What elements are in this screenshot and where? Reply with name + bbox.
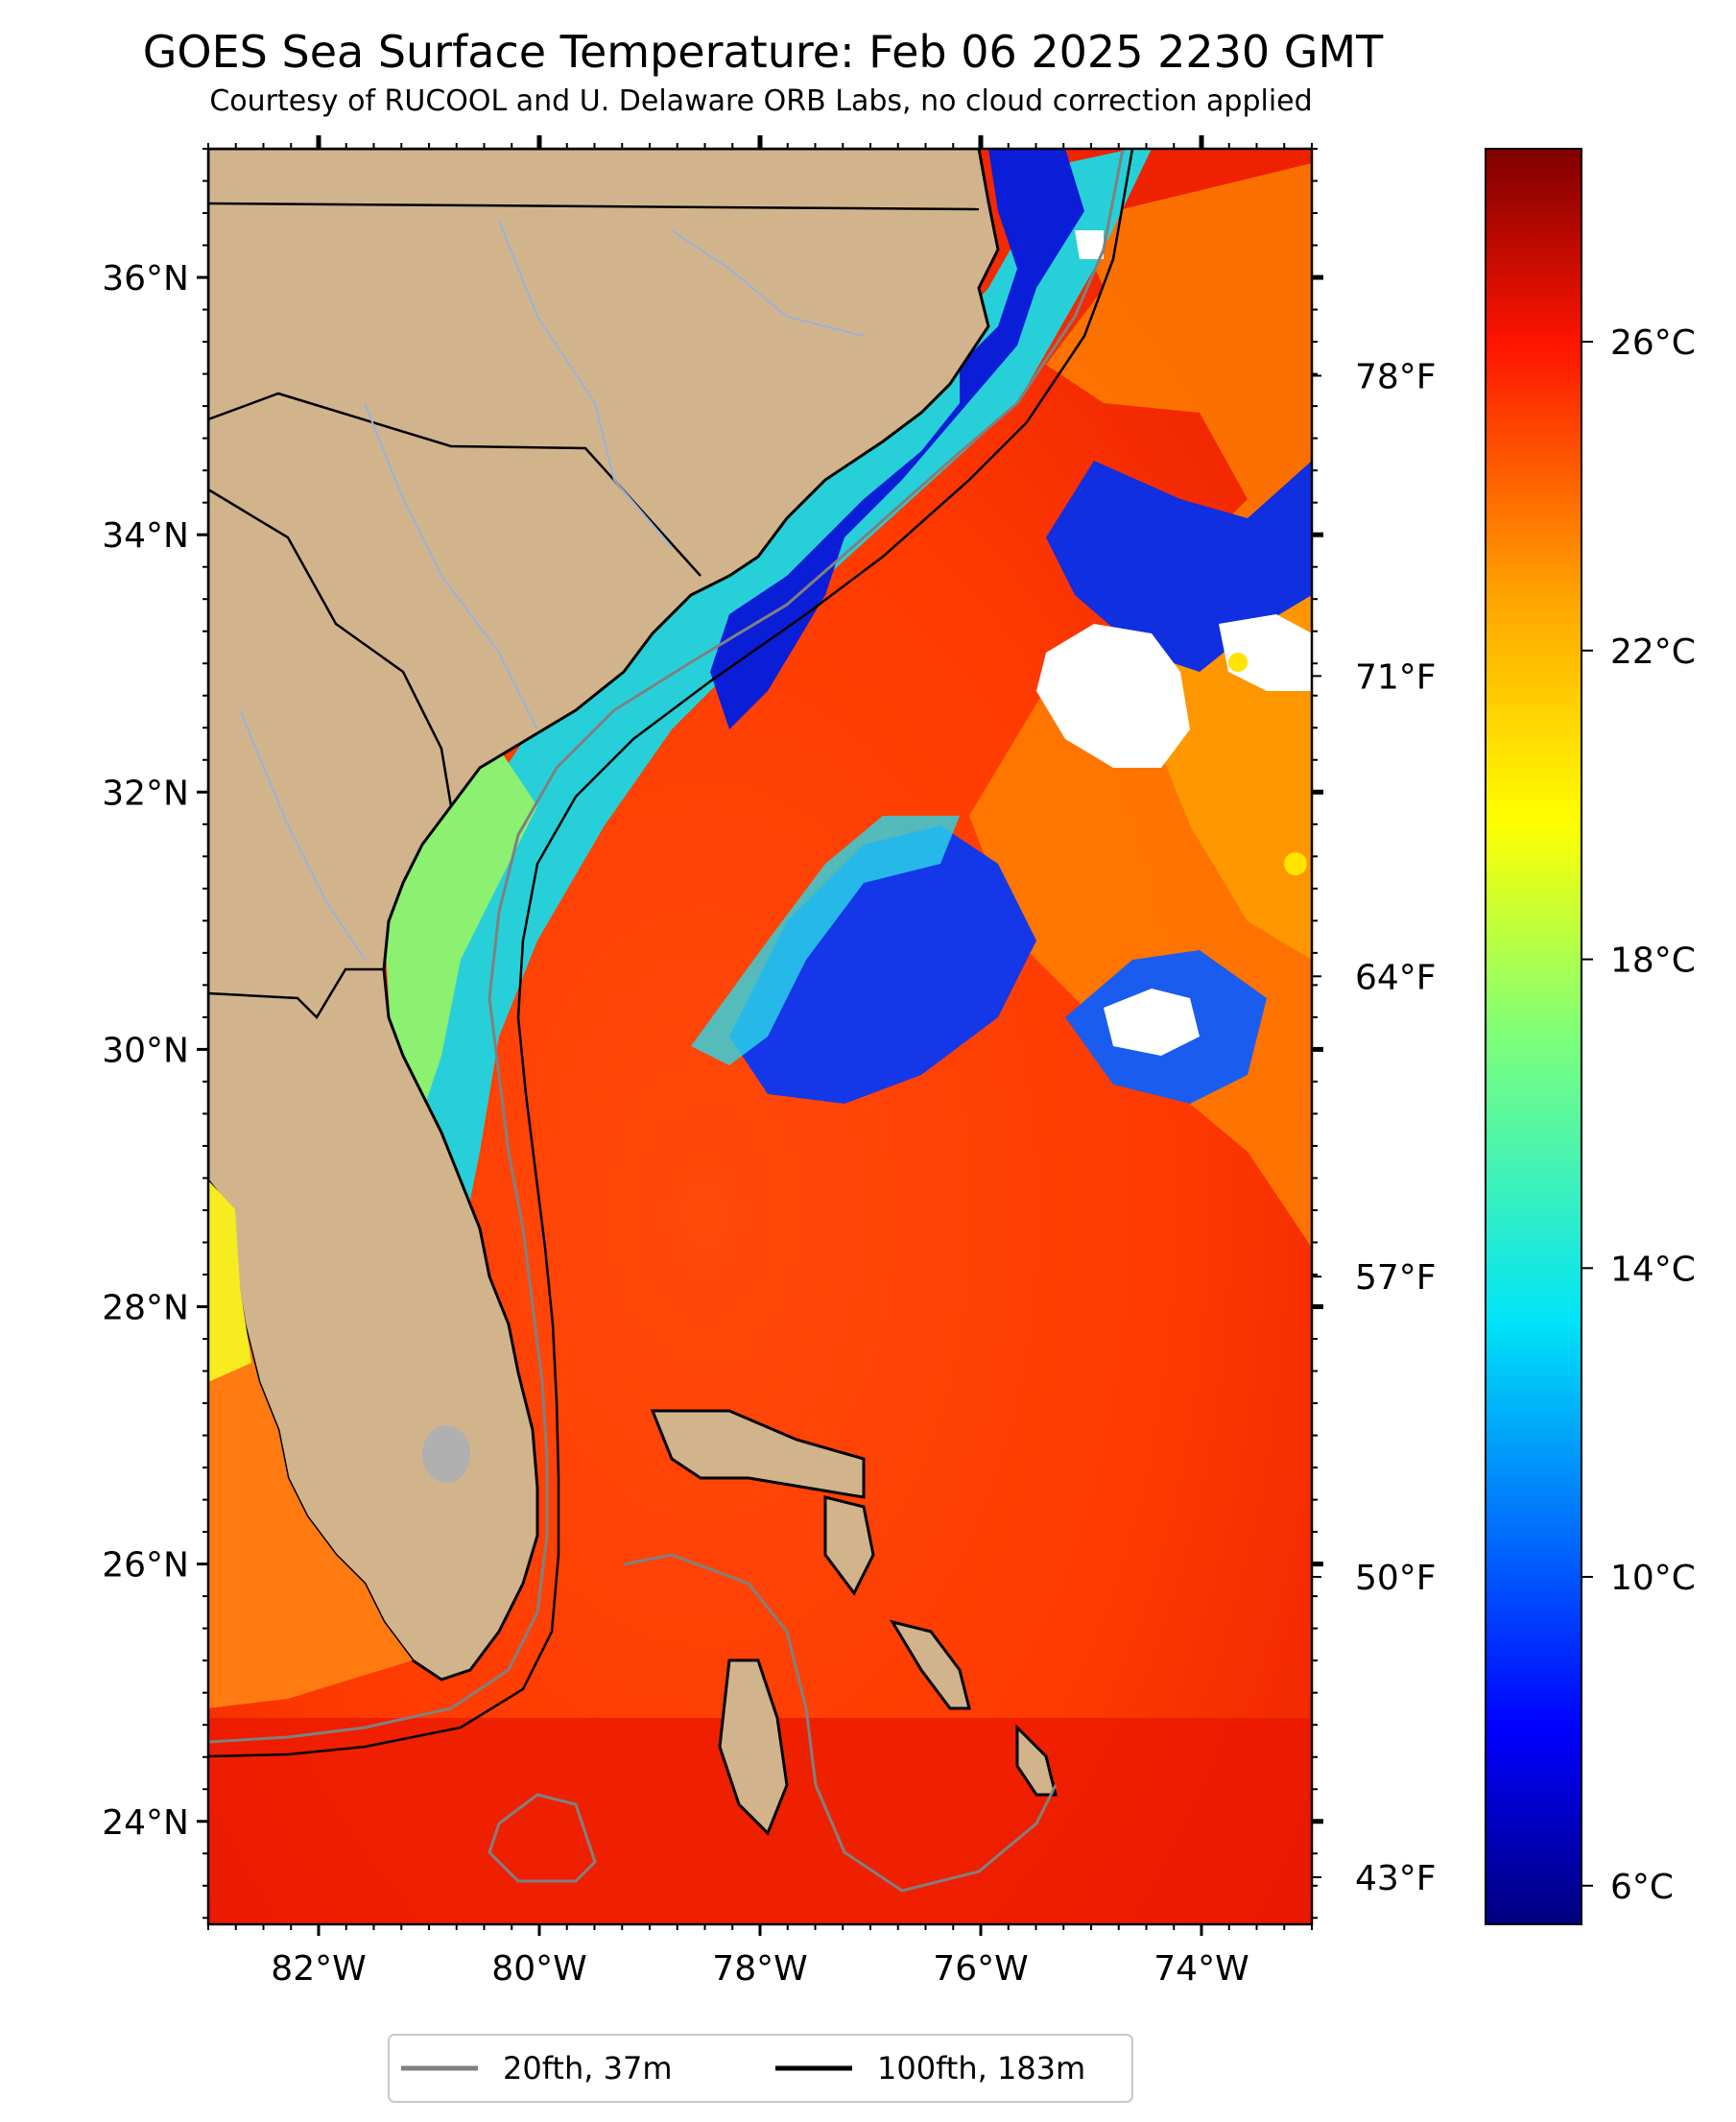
cloud-mask-3 <box>1104 989 1200 1056</box>
lon-tick-label: 76°W <box>933 1949 1028 1989</box>
fahrenheit-tick-label: 43°F <box>1355 1859 1437 1898</box>
lon-tick-label: 74°W <box>1153 1949 1248 1989</box>
legend-label-100fth: 100fth, 183m <box>877 2050 1085 2086</box>
lat-tick-label: 32°N <box>102 774 189 813</box>
legend: 20fth, 37m 100fth, 183m <box>388 2034 1133 2103</box>
fahrenheit-tick-label: 64°F <box>1355 958 1437 997</box>
lat-tick-label: 26°N <box>102 1546 189 1586</box>
land-bahamas-exuma <box>1015 1724 1058 1797</box>
cloud-mask-4 <box>1075 230 1104 259</box>
gulf-yellow-patch <box>208 1180 251 1382</box>
warm-spot <box>1284 852 1307 875</box>
colorbar-tick-label: 22°C <box>1610 632 1696 672</box>
river <box>239 709 366 961</box>
lat-tick-label: 36°N <box>102 259 189 298</box>
lat-tick-label: 28°N <box>102 1289 189 1328</box>
isobath-100fth <box>208 149 1134 1758</box>
nearshore-green <box>384 749 537 1113</box>
cold-blue-central <box>729 825 1036 1104</box>
river <box>364 402 538 730</box>
cold-blue-north <box>710 149 1084 729</box>
lon-tick-label: 80°W <box>491 1949 586 1989</box>
lat-tick-label: 24°N <box>102 1803 189 1843</box>
colorbar-tick-label: 18°C <box>1610 942 1696 981</box>
cyan-fringe-central <box>691 816 960 1065</box>
gulf-warm-water <box>208 1180 413 1708</box>
colorbar-tick-label: 26°C <box>1610 323 1696 363</box>
lat-tick-label: 30°N <box>102 1031 189 1070</box>
fahrenheit-tick-label: 71°F <box>1355 657 1437 697</box>
colorbar-tick-label: 14°C <box>1610 1250 1696 1289</box>
legend-frame <box>388 2034 1133 2103</box>
map-panel <box>208 149 1312 1924</box>
isobath-20fth <box>208 149 1125 1744</box>
map-axis-ticks: 36°N 34°N 32°N 30°N 28°N 26°N 24°N 82°W 80°W 78°W… <box>102 135 1437 1989</box>
state-border <box>208 967 384 1020</box>
fahrenheit-tick-label: 50°F <box>1355 1559 1437 1598</box>
figure-title: GOES Sea Surface Temperature: Feb 06 202… <box>143 26 1384 78</box>
shelf-cold-water <box>384 149 1152 1248</box>
cloud-mask-1 <box>1036 624 1190 768</box>
legend-label-20fth: 20fth, 37m <box>503 2050 672 2086</box>
lat-tick-label: 34°N <box>102 516 189 556</box>
land-bahamas-eleuthera <box>889 1619 971 1710</box>
lake-okeechobee <box>422 1425 470 1483</box>
warm-spot <box>1228 653 1248 672</box>
lon-tick-label: 78°W <box>712 1949 807 1989</box>
land-bahamas-abaco <box>823 1495 875 1596</box>
land-bahamas-andros <box>718 1658 789 1836</box>
isobath-20fth-bahamas <box>623 1553 1058 1893</box>
river <box>498 220 673 548</box>
cold-blue-patch-east <box>1046 461 1312 672</box>
cloud-mask-2 <box>1219 614 1312 691</box>
colorbar-ticks: 26°C 22°C 18°C 14°C 10°C 6°C <box>1581 323 1696 1907</box>
isobath-20fth-loop <box>488 1793 597 1883</box>
colorbar-tick-label: 10°C <box>1610 1559 1696 1598</box>
colorbar-tick-label: 6°C <box>1610 1868 1674 1907</box>
fahrenheit-tick-label: 78°F <box>1355 357 1437 396</box>
state-border <box>208 488 453 807</box>
land-us-southeast <box>208 149 1000 1681</box>
fahrenheit-tick-label: 57°F <box>1355 1258 1437 1298</box>
river <box>671 229 865 337</box>
lon-tick-label: 82°W <box>271 1949 366 1989</box>
colorbar <box>1485 148 1582 1925</box>
figure-subtitle: Courtesy of RUCOOL and U. Delaware ORB L… <box>209 84 1312 118</box>
land-bahamas-grand <box>650 1409 866 1499</box>
state-border <box>208 202 980 211</box>
